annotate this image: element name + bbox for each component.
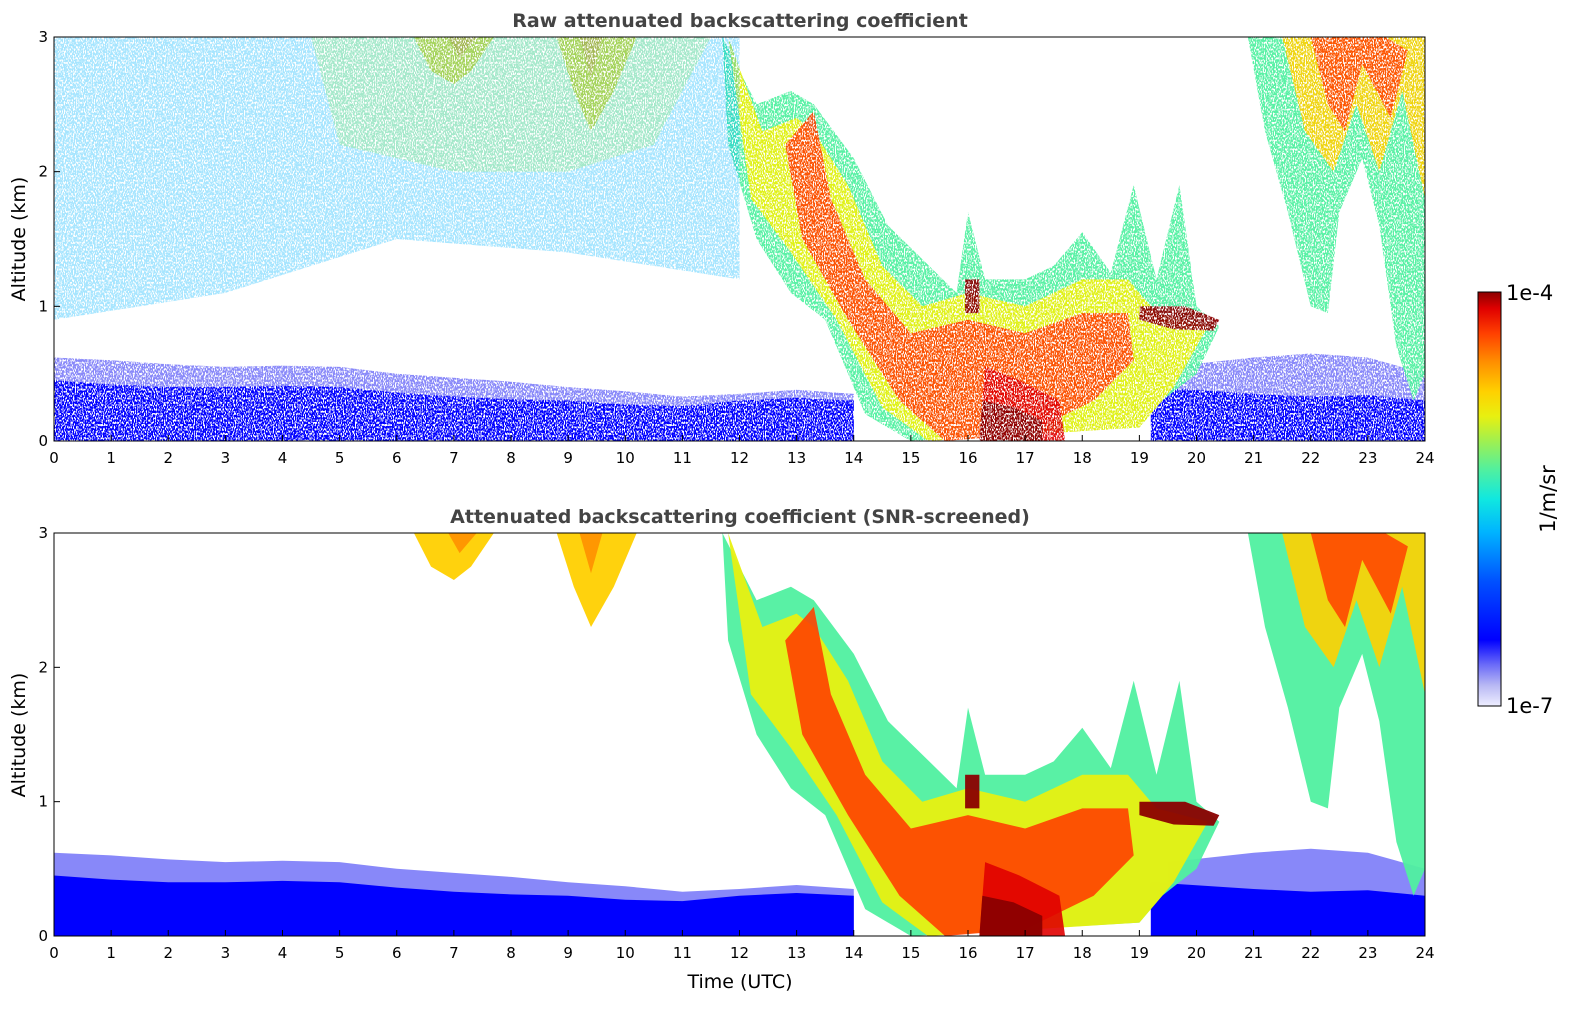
backscatter-region <box>579 533 603 574</box>
colorbar-min-label: 1e-7 <box>1506 694 1553 718</box>
raw-backscatter-panel: Raw attenuated backscattering coefficien… <box>8 10 1435 467</box>
x-tick-label: 3 <box>221 449 231 467</box>
x-tick-label: 9 <box>563 449 573 467</box>
x-tick-label: 21 <box>1244 944 1263 962</box>
x-tick-label: 23 <box>1358 449 1377 467</box>
colorbar-gradient <box>1477 291 1502 707</box>
x-tick-label: 14 <box>844 944 863 962</box>
backscatter-region <box>413 533 494 580</box>
y-axis-label: Altitude (km) <box>8 673 30 798</box>
backscatter-region <box>556 533 637 627</box>
x-axis-label: Time (UTC) <box>686 971 792 993</box>
heatmap-area <box>54 37 1425 441</box>
x-tick-label: 0 <box>49 944 59 962</box>
backscatter-region <box>1310 533 1408 627</box>
x-tick-label: 11 <box>673 449 692 467</box>
x-tick-label: 15 <box>901 944 920 962</box>
x-tick-label: 18 <box>1073 449 1092 467</box>
x-tick-label: 6 <box>392 449 402 467</box>
x-tick-label: 7 <box>449 449 459 467</box>
x-tick-label: 13 <box>787 449 806 467</box>
x-tick-label: 20 <box>1187 944 1206 962</box>
x-tick-label: 20 <box>1187 449 1206 467</box>
x-tick-label: 9 <box>563 944 573 962</box>
panel-title: Raw attenuated backscattering coefficien… <box>512 10 968 32</box>
x-tick-label: 3 <box>221 944 231 962</box>
x-tick-label: 21 <box>1244 449 1263 467</box>
y-tick-label: 1 <box>38 297 48 315</box>
y-tick-label: 3 <box>38 524 48 542</box>
x-tick-label: 4 <box>278 944 288 962</box>
x-tick-label: 2 <box>163 449 173 467</box>
x-tick-label: 5 <box>335 449 345 467</box>
y-tick-label: 2 <box>38 658 48 676</box>
x-tick-label: 12 <box>730 449 749 467</box>
y-axis-label: Altitude (km) <box>8 177 30 302</box>
x-tick-label: 16 <box>958 944 977 962</box>
x-tick-label: 11 <box>673 944 692 962</box>
axes: 0 1 2 3 4 5 6 7 8 9 10 11 12 13 14 15 16 17 18 19 20 21 22 23 24… <box>38 524 1434 962</box>
y-tick-label: 1 <box>38 793 48 811</box>
panel-title: Attenuated backscattering coefficient (S… <box>450 506 1030 528</box>
x-tick-label: 15 <box>901 449 920 467</box>
y-tick-label: 3 <box>38 28 48 46</box>
y-tick-label: 2 <box>38 163 48 181</box>
x-tick-label: 8 <box>506 944 516 962</box>
x-tick-label: 22 <box>1301 449 1320 467</box>
x-tick-label: 6 <box>392 944 402 962</box>
x-tick-label: 0 <box>49 449 59 467</box>
x-tick-label: 19 <box>1130 944 1149 962</box>
x-tick-label: 17 <box>1016 944 1035 962</box>
x-tick-label: 2 <box>163 944 173 962</box>
x-tick-label: 1 <box>106 944 116 962</box>
y-tick-label: 0 <box>38 927 48 945</box>
backscatter-region <box>965 774 980 809</box>
backscatter-region <box>979 895 1043 936</box>
colorbar: 1e-4 1e-7 1/m/sr <box>1477 281 1560 718</box>
axes: 0 1 2 3 4 5 6 7 8 9 10 11 12 13 14 15 16 17 18 19 20 21 22 23 24… <box>38 28 1434 467</box>
x-tick-label: 10 <box>616 449 635 467</box>
x-tick-label: 13 <box>787 944 806 962</box>
backscatter-region <box>54 875 854 936</box>
x-tick-label: 14 <box>844 449 863 467</box>
x-tick-label: 1 <box>106 449 116 467</box>
x-tick-label: 4 <box>278 449 288 467</box>
x-tick-label: 7 <box>449 944 459 962</box>
x-tick-label: 23 <box>1358 944 1377 962</box>
heatmap-area <box>54 533 1425 936</box>
x-tick-label: 24 <box>1415 944 1434 962</box>
backscatter-region <box>448 533 477 554</box>
y-tick-label: 0 <box>38 432 48 450</box>
snr-screened-panel: Attenuated backscattering coefficient (S… <box>8 506 1435 993</box>
backscatter-region <box>1139 801 1220 826</box>
x-tick-label: 8 <box>506 449 516 467</box>
x-tick-label: 17 <box>1016 449 1035 467</box>
colorbar-max-label: 1e-4 <box>1506 281 1553 305</box>
x-tick-label: 24 <box>1415 449 1434 467</box>
x-tick-label: 18 <box>1073 944 1092 962</box>
x-tick-label: 22 <box>1301 944 1320 962</box>
colorbar-unit-label: 1/m/sr <box>1536 465 1560 533</box>
x-tick-label: 10 <box>616 944 635 962</box>
x-tick-label: 12 <box>730 944 749 962</box>
noise-speckle <box>54 37 1425 441</box>
backscatter-region <box>785 606 1134 936</box>
x-tick-label: 16 <box>958 449 977 467</box>
x-tick-label: 19 <box>1130 449 1149 467</box>
backscatter-region <box>1150 882 1425 936</box>
x-tick-label: 5 <box>335 944 345 962</box>
